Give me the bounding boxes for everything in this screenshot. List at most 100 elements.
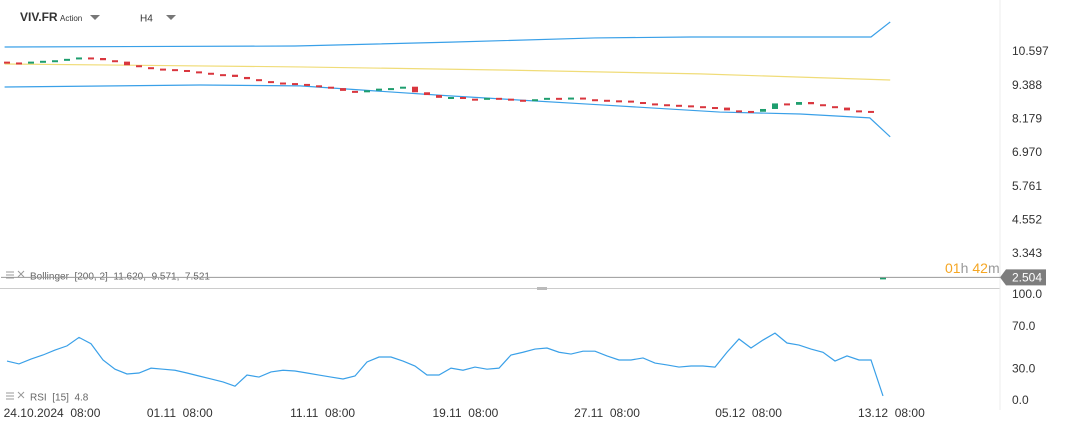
candle: [772, 103, 778, 109]
instrument-kind: Action: [60, 14, 82, 23]
price-tag-box: [1000, 269, 1046, 286]
countdown-h: h: [961, 260, 969, 276]
candle: [256, 79, 262, 82]
symbol: VIV.FR: [20, 10, 58, 24]
candle: [400, 86, 406, 89]
y-tick-label: 4.552: [1012, 213, 1042, 227]
x-tick-label: 11.11 08:00: [290, 406, 355, 420]
candle: [28, 61, 34, 64]
y-tick-label: 3.343: [1012, 246, 1042, 260]
candle: [592, 99, 598, 102]
candle: [364, 90, 370, 93]
candle: [208, 72, 214, 75]
candle: [508, 98, 514, 101]
bollinger-band: [4, 84, 891, 138]
candle: [868, 110, 874, 113]
candle: [484, 97, 490, 100]
candle: [856, 110, 862, 113]
candle: [40, 60, 46, 63]
y-tick-label: 6.970: [1012, 145, 1042, 159]
x-tick-label: 24.10.2024 08:00: [4, 406, 101, 420]
price-tag: 2.504: [1012, 271, 1042, 285]
candle: [700, 106, 706, 109]
y-tick-label: 5.761: [1012, 179, 1042, 193]
candle: [556, 97, 562, 100]
candle: [340, 88, 346, 91]
candle: [712, 107, 718, 110]
candle: [16, 62, 22, 65]
candle: [796, 102, 802, 105]
countdown-m: m: [988, 260, 1000, 276]
rsi-icons[interactable]: [6, 391, 25, 400]
candle: [112, 60, 118, 63]
candle: [532, 99, 538, 102]
candle: [160, 68, 166, 71]
timeframe-dropdown[interactable]: [166, 15, 176, 20]
candle: [724, 107, 730, 111]
candle: [580, 97, 586, 100]
candle: [316, 85, 322, 88]
y-tick-label: 30.0: [1012, 361, 1036, 375]
candle: [4, 61, 10, 64]
countdown-hours: 01: [945, 260, 961, 276]
candle: [640, 102, 646, 105]
candle: [196, 71, 202, 74]
candle: [880, 277, 886, 280]
timeframe[interactable]: H4: [140, 14, 153, 25]
symbol-dropdown[interactable]: [90, 15, 100, 20]
candle: [352, 90, 358, 93]
candle: [844, 107, 850, 111]
x-tick-label: 01.11 08:00: [147, 406, 213, 420]
bollinger-band: [4, 21, 891, 48]
candle: [688, 105, 694, 108]
candle: [304, 83, 310, 86]
candle: [148, 67, 154, 70]
candle: [760, 108, 766, 112]
candle: [472, 98, 478, 101]
candle: [124, 61, 130, 66]
rsi-line: [6, 332, 884, 397]
candle: [328, 86, 334, 89]
countdown-minutes: 42: [972, 260, 988, 276]
candle: [436, 95, 442, 98]
candle: [64, 58, 70, 61]
candle: [268, 81, 274, 84]
candle: [784, 103, 790, 106]
candle: [496, 97, 502, 100]
candle: [244, 76, 250, 80]
candle: [652, 103, 658, 106]
bollinger-band: [4, 63, 891, 81]
rsi-legend: RSI [15] 4.8: [30, 393, 89, 404]
pane-resize-handle[interactable]: [537, 287, 547, 290]
candle: [280, 82, 286, 85]
candle: [424, 92, 430, 96]
y-tick-label: 8.179: [1012, 111, 1042, 125]
candle: [604, 99, 610, 102]
candle: [544, 97, 550, 100]
candle: [832, 106, 838, 109]
x-tick-label: 19.11 08:00: [432, 406, 498, 420]
candle: [628, 100, 634, 103]
bollinger-icons[interactable]: [6, 270, 25, 279]
candle: [376, 88, 382, 91]
x-tick-label: 13.12 08:00: [858, 406, 925, 420]
x-tick-label: 27.11 08:00: [574, 406, 640, 420]
candle: [676, 104, 682, 107]
candle: [820, 104, 826, 107]
candle: [448, 97, 454, 100]
candle: [292, 83, 298, 86]
candle: [184, 69, 190, 72]
candle: [664, 104, 670, 107]
candle: [412, 86, 418, 93]
y-tick-label: 0.0: [1012, 393, 1029, 407]
y-tick-label: 10.597: [1012, 44, 1049, 58]
candle: [76, 57, 82, 60]
candle: [808, 102, 814, 105]
candle: [100, 58, 106, 61]
candle: [568, 97, 574, 100]
candle: [232, 74, 238, 77]
candle: [460, 97, 466, 100]
candle: [748, 110, 754, 113]
candle: [388, 88, 394, 91]
